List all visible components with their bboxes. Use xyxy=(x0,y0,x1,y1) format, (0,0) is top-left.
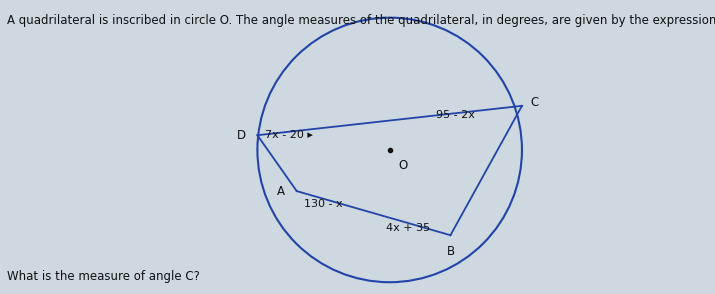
Text: 95 - 2x: 95 - 2x xyxy=(436,110,475,120)
Text: What is the measure of angle C?: What is the measure of angle C? xyxy=(7,270,200,283)
Text: A quadrilateral is inscribed in circle O. The angle measures of the quadrilatera: A quadrilateral is inscribed in circle O… xyxy=(7,14,715,27)
Text: 4x + 35: 4x + 35 xyxy=(386,223,430,233)
Text: 7x - 20 ▸: 7x - 20 ▸ xyxy=(265,130,312,140)
Text: D: D xyxy=(237,129,246,142)
Text: 130 - x: 130 - x xyxy=(304,199,342,209)
Text: C: C xyxy=(531,96,539,109)
Text: O: O xyxy=(398,159,408,172)
Text: A: A xyxy=(277,185,285,198)
Text: B: B xyxy=(446,245,455,258)
